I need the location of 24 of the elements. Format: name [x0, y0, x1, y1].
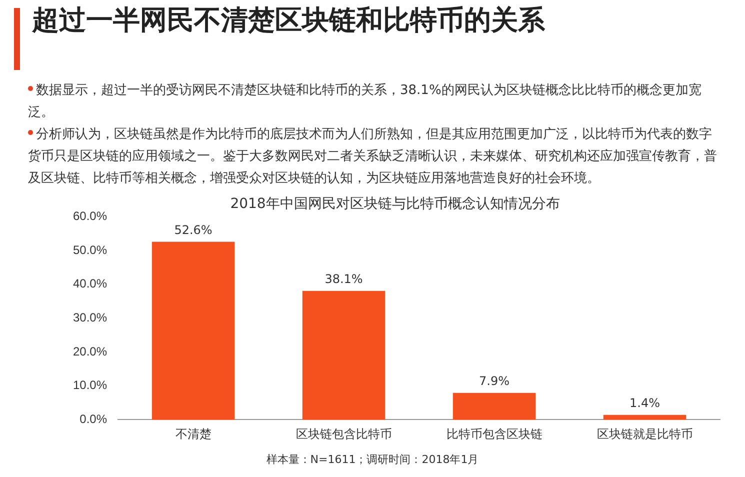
bar [452, 392, 536, 420]
y-tick-label: 20.0% [72, 344, 108, 358]
y-tick-label: 40.0% [72, 276, 108, 291]
x-tick-label: 区块链包含比特币 [296, 427, 392, 442]
data-label: 38.1% [324, 272, 363, 286]
data-label: 7.9% [479, 374, 510, 388]
y-tick-label: 60.0% [72, 209, 108, 224]
y-tick-label: 50.0% [72, 242, 108, 257]
x-tick-label: 不清楚 [175, 427, 212, 442]
text: 样本量：N=1611；调研时间：2018年1月 [265, 452, 480, 467]
bar [152, 242, 235, 420]
bar [603, 414, 686, 420]
text: 超过一半网民不清楚区块链和比特币的关系 [32, 4, 546, 37]
chart-title: 2018年中国网民对区块链与比特币概念认知情况分布 [230, 196, 560, 212]
bar [302, 290, 386, 420]
data-label: 1.4% [630, 396, 660, 410]
text: 数据显示，超过一半的受访网民不清楚区块链和比特币的关系，38.1%的网民认为区块链概念比比特币的概念更加宽泛。 [28, 82, 702, 122]
text: 分析师认为，区块链虽然是作为比特币的底层技术而为人们所熟知，但是其应用范围更加广泛，以比特币为代表的数字货币只是区块链的应用领域之一。鉴于大多数网民对二者关系缺乏清晰认识，未来媒体、研究机构还应加强宣传教育，普及区块链、比特币等相关概念，增强受众对区块链的认知，为区块链应用落地营造良好的社会环境。 [28, 126, 718, 188]
x-tick-label: 比特币包含区块链 [446, 427, 542, 442]
x-tick-label: 区块链就是比特币 [596, 427, 693, 442]
y-tick-label: 10.0% [72, 378, 108, 392]
y-tick-label: 0.0% [80, 412, 108, 426]
y-tick-label: 30.0% [72, 310, 108, 325]
data-label: 52.6% [174, 222, 212, 237]
